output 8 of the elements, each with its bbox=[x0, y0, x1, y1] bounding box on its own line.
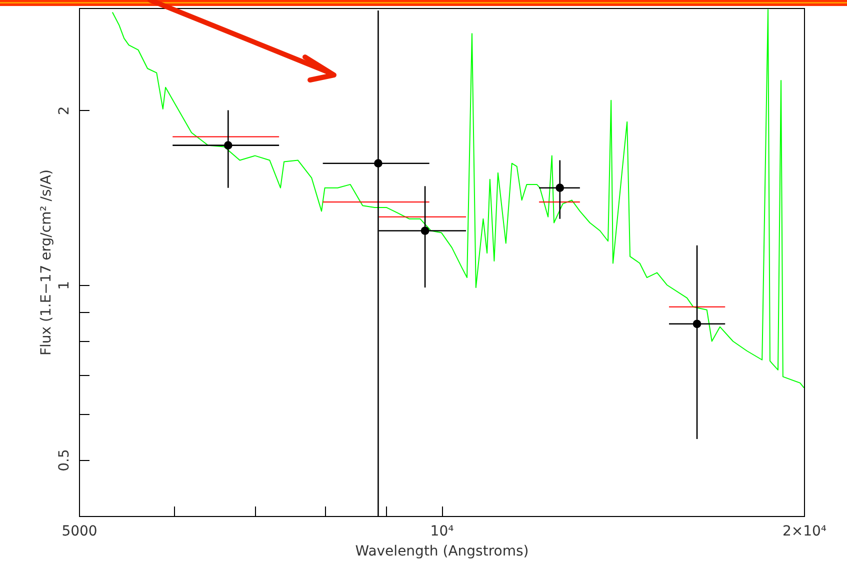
y-tick-label: 2 bbox=[56, 106, 72, 116]
x-axis-title: Wavelength (Angstroms) bbox=[355, 544, 529, 560]
y-tick-label: 1 bbox=[56, 281, 72, 290]
y-tick-label: 0.5 bbox=[56, 449, 72, 472]
x-tick-label: 2×10⁴ bbox=[782, 524, 827, 540]
x-tick-label: 5000 bbox=[62, 524, 98, 540]
x-tick-label: 10⁴ bbox=[430, 524, 454, 540]
y-axis-title: Flux (1.E−17 erg/cm² /s/A) bbox=[38, 169, 54, 356]
